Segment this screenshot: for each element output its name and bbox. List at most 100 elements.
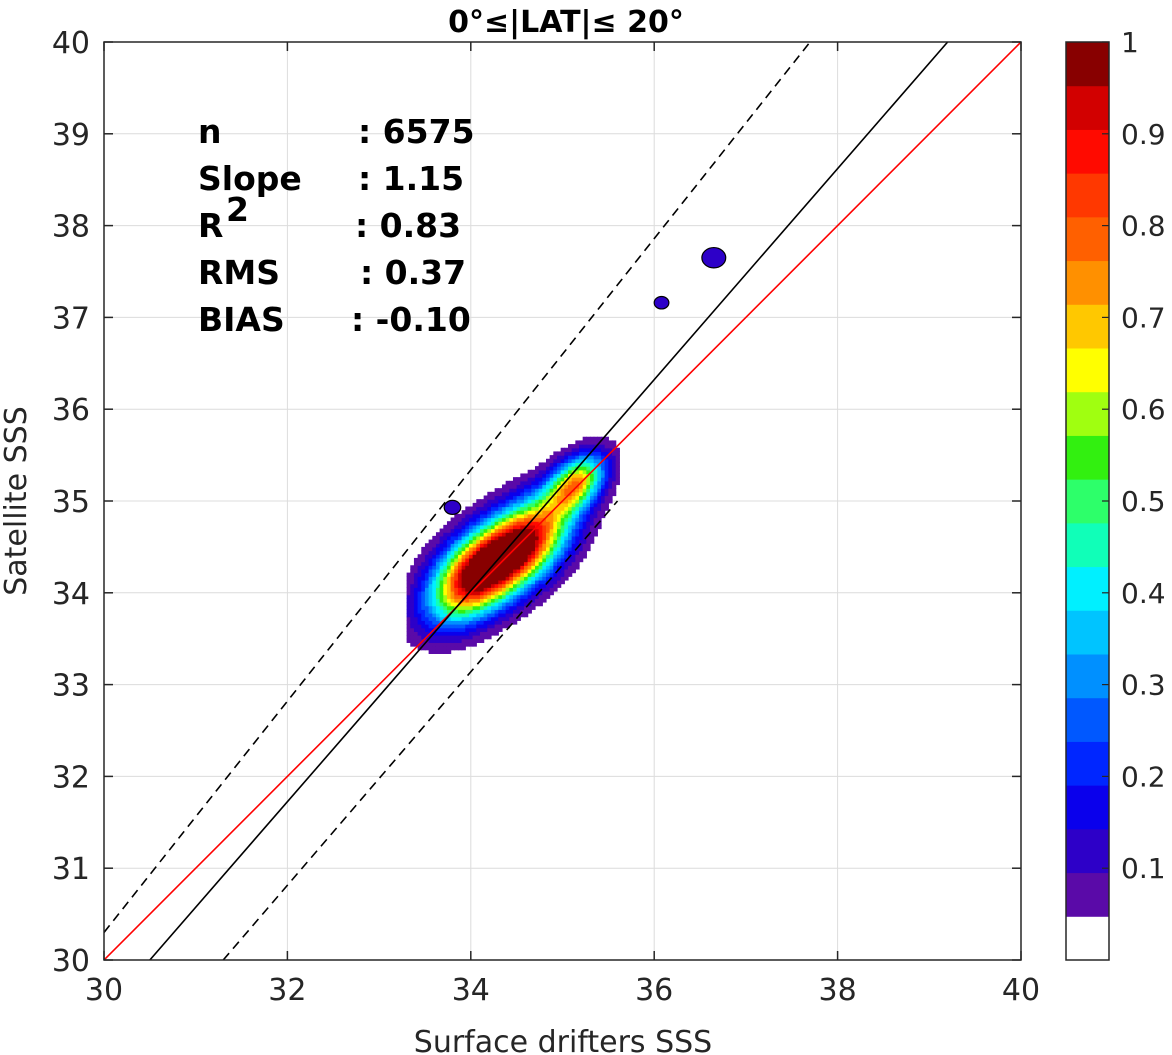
density-cell — [501, 491, 507, 497]
density-cell — [483, 583, 488, 588]
density-cell — [454, 598, 459, 603]
density-cell — [421, 627, 426, 632]
density-cell — [553, 554, 558, 559]
density-cell — [424, 620, 430, 625]
density-cell — [545, 543, 551, 548]
density-cell — [568, 561, 573, 566]
colorbar-tick-label: 0.4 — [1121, 577, 1166, 610]
colorbar-segment — [1066, 610, 1109, 655]
density-cell — [450, 557, 455, 563]
density-cell — [604, 495, 609, 500]
density-cell — [556, 568, 562, 574]
density-cell — [545, 561, 551, 566]
axis-ticks — [103, 41, 1022, 961]
density-cell — [479, 587, 485, 592]
density-cell — [575, 458, 580, 464]
density-cell — [410, 576, 415, 581]
density-cell — [582, 458, 587, 464]
density-cell — [516, 598, 521, 603]
density-cell — [579, 535, 584, 541]
density-cell — [472, 612, 477, 618]
density-cell — [465, 513, 470, 519]
density-cell — [413, 601, 419, 607]
density-cell — [553, 469, 558, 475]
density-cell — [494, 576, 499, 581]
density-cell — [505, 565, 510, 570]
density-cell — [439, 642, 444, 647]
density-cell — [604, 499, 609, 504]
density-cell — [575, 535, 580, 541]
density-cell — [560, 484, 565, 489]
density-cell — [509, 620, 514, 625]
density-cell — [476, 561, 481, 566]
density-cell — [590, 517, 595, 522]
y-tick-label: 32 — [52, 760, 90, 795]
density-cell — [523, 590, 529, 596]
density-cell — [615, 451, 620, 456]
density-cell — [586, 539, 591, 544]
density-cell — [421, 598, 426, 603]
density-cell — [545, 568, 551, 574]
density-cell — [545, 557, 551, 563]
density-cell — [465, 524, 470, 530]
density-cell — [413, 635, 419, 640]
density-cell — [516, 528, 521, 533]
density-cell — [505, 612, 510, 618]
density-cell — [509, 488, 514, 493]
density-cell — [468, 546, 474, 552]
density-cell — [527, 557, 532, 563]
density-cell — [490, 583, 496, 588]
density-cell — [410, 627, 415, 632]
density-cell — [568, 557, 573, 563]
density-cell — [487, 568, 492, 574]
density-cell — [450, 624, 455, 629]
density-cell — [571, 480, 576, 486]
density-cell — [487, 631, 492, 636]
density-cell — [479, 616, 485, 621]
density-cell — [597, 517, 602, 522]
density-cell — [413, 576, 419, 581]
density-cell — [556, 455, 562, 460]
density-cell — [417, 594, 422, 599]
y-tick-label: 34 — [52, 577, 90, 612]
density-cell — [465, 642, 470, 647]
density-cell — [527, 598, 532, 603]
density-cell — [571, 550, 576, 555]
density-cell — [494, 491, 499, 497]
density-cell — [538, 462, 543, 467]
density-cell — [604, 447, 609, 453]
density-cell — [520, 488, 525, 493]
density-cell — [421, 612, 426, 618]
density-cell — [468, 528, 474, 533]
density-cell — [579, 528, 584, 533]
density-cell — [545, 480, 551, 486]
density-cell — [417, 590, 422, 596]
density-cell — [608, 455, 613, 460]
density-cell — [564, 550, 569, 555]
density-cell — [435, 609, 441, 614]
density-cell — [582, 524, 587, 530]
density-cell — [549, 543, 554, 548]
density-cell — [421, 609, 426, 614]
density-cell — [527, 546, 532, 552]
density-cell — [450, 543, 455, 548]
density-blob — [443, 499, 462, 516]
density-cell — [593, 521, 598, 526]
density-cell — [450, 532, 455, 537]
density-cell — [523, 528, 529, 533]
density-cell — [560, 458, 565, 464]
density-cell — [479, 620, 485, 625]
stat-superscript: 2 — [226, 190, 249, 229]
density-cell — [534, 502, 540, 508]
density-cell — [534, 513, 540, 519]
density-cell — [520, 495, 525, 500]
density-cell — [571, 521, 576, 526]
density-cell — [590, 535, 595, 541]
density-cell — [450, 594, 455, 599]
density-cell — [457, 543, 463, 548]
density-cell — [413, 598, 419, 603]
density-cell — [413, 605, 419, 610]
density-cell — [523, 557, 529, 563]
density-cell — [531, 565, 536, 570]
density-cell — [421, 624, 426, 629]
